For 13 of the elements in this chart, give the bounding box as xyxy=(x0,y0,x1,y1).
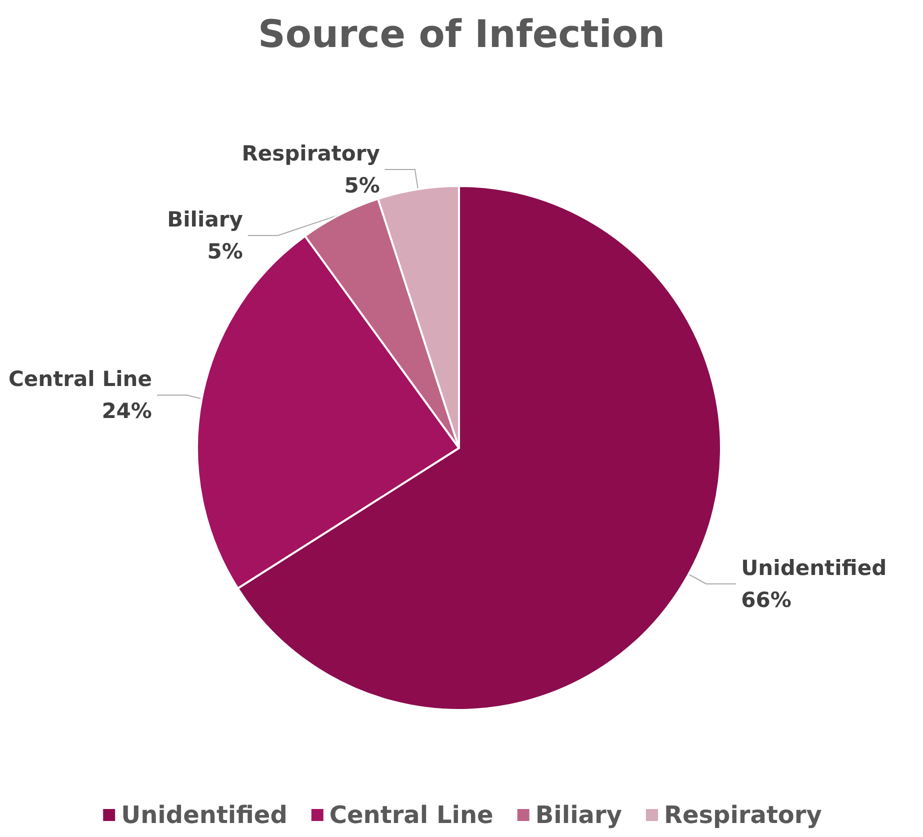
chart-title: Source of Infection xyxy=(258,12,666,56)
legend-label: Central Line xyxy=(329,801,494,829)
slice-label: Central Line xyxy=(8,367,152,392)
legend-label: Biliary xyxy=(535,801,622,829)
data-label: 24% xyxy=(102,399,152,424)
slice-label: Biliary xyxy=(167,207,244,232)
data-label: 5% xyxy=(207,239,243,264)
data-label: 66% xyxy=(741,588,792,612)
legend-label: Unidentified xyxy=(121,801,288,829)
data-label: 5% xyxy=(344,173,380,198)
slice-label: Respiratory xyxy=(242,141,380,166)
legend-label: Respiratory xyxy=(664,801,822,829)
slice-label: Unidentified xyxy=(741,556,887,580)
